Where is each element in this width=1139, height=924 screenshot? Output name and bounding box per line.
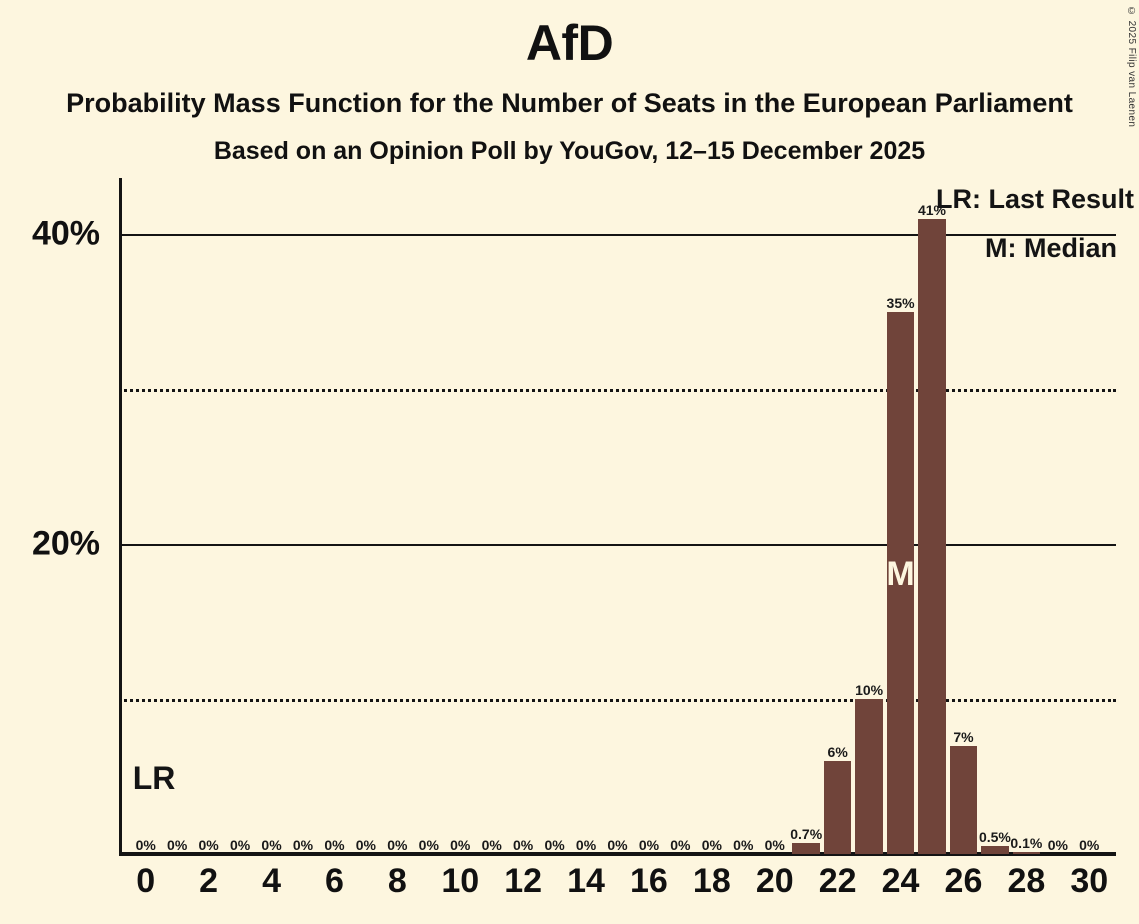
- bar-seat-24[interactable]: [886, 311, 915, 854]
- page-title: AfD: [525, 15, 614, 71]
- x-axis-line: [119, 852, 1116, 856]
- x-tick-label-0: 0: [136, 862, 156, 900]
- y-tick-label-20: 20%: [31, 524, 100, 563]
- bar-value-label-seat-20: 0%: [764, 837, 785, 853]
- bar-value-label-seat-5: 0%: [292, 837, 314, 853]
- x-tick-label-18: 18: [692, 862, 731, 900]
- x-tick-label-10: 10: [441, 862, 480, 900]
- legend-median: M: Median: [985, 233, 1117, 263]
- bar-value-label-seat-16: 0%: [638, 837, 660, 853]
- bar-value-label-seat-10: 0%: [450, 837, 471, 853]
- bar-value-label-seat-7: 0%: [355, 837, 377, 853]
- bar-value-label-seat-17: 0%: [670, 837, 691, 853]
- bar-value-label-seat-27: 0.5%: [978, 829, 1011, 846]
- bar-seat-22[interactable]: [823, 761, 852, 854]
- median-marker: M: [886, 554, 915, 593]
- x-tick-label-22: 22: [818, 862, 857, 900]
- y-axis-line: [119, 178, 122, 856]
- bar-value-label-seat-25: 41%: [917, 201, 947, 218]
- bar-value-label-seat-21: 0.7%: [790, 826, 823, 843]
- bar-value-label-seat-19: 0%: [733, 837, 754, 853]
- x-tick-label-20: 20: [755, 862, 794, 900]
- title-block: AfD Probability Mass Function for the Nu…: [0, 0, 1139, 164]
- bar-value-label-seat-14: 0%: [575, 837, 597, 853]
- bar-value-label-seat-26: 7%: [953, 728, 974, 745]
- x-tick-label-4: 4: [262, 862, 281, 900]
- x-axis-labels: 0 2 4 6 8 10 12 14 16 18 20 22 24 26 28 30: [119, 864, 1116, 914]
- x-tick-label-28: 28: [1007, 862, 1046, 900]
- last-result-marker: LR: [132, 760, 176, 796]
- x-tick-label-16: 16: [630, 862, 668, 900]
- x-tick-label-6: 6: [324, 862, 344, 900]
- x-tick-label-12: 12: [504, 862, 543, 900]
- bar-seat-26[interactable]: [949, 745, 978, 854]
- bar-value-label-seat-30: 0%: [1079, 837, 1100, 853]
- bar-seat-25[interactable]: [918, 218, 946, 854]
- bar-value-label-seat-13: 0%: [544, 837, 565, 853]
- bar-seat-27[interactable]: [981, 846, 1009, 854]
- bar-value-label-seat-0: 0%: [135, 837, 156, 853]
- plot-area: 0% 0% 0% 0% 0% 0% 0% 0% 0% 0% 0% 0% 0% 0% 0% 0% 0% 0% 0% 0%…: [119, 178, 1116, 856]
- bar-value-label-seat-6: 0%: [324, 837, 345, 853]
- x-tick-label-2: 2: [199, 862, 219, 900]
- bar-value-label-seat-15: 0%: [607, 837, 628, 853]
- x-tick-label-8: 8: [387, 862, 407, 900]
- bar-value-label-seat-3: 0%: [229, 837, 251, 853]
- y-axis-labels: 40% 20%: [0, 178, 108, 856]
- gridline-30: [119, 389, 1116, 393]
- bar-seat-23[interactable]: [855, 699, 883, 854]
- y-tick-label-40: 40%: [31, 214, 100, 253]
- bar-seat-28[interactable]: [1012, 852, 1041, 854]
- chart-source-note: Based on an Opinion Poll by YouGov, 12–1…: [213, 137, 926, 165]
- bar-value-label-seat-2: 0%: [198, 837, 219, 853]
- bar-value-label-seat-11: 0%: [481, 837, 502, 853]
- bar-value-label-seat-23: 10%: [855, 682, 884, 699]
- bar-value-label-seat-29: 0%: [1047, 837, 1068, 853]
- x-tick-label-26: 26: [944, 862, 983, 900]
- bar-value-label-seat-1: 0%: [167, 837, 188, 853]
- x-tick-label-14: 14: [567, 862, 605, 900]
- bar-value-label-seat-18: 0%: [701, 837, 722, 853]
- chart-subtitle: Probability Mass Function for the Number…: [66, 88, 1073, 118]
- copyright-notice: © 2025 Filip van Laenen: [1126, 6, 1137, 128]
- bar-seat-21[interactable]: [792, 843, 821, 854]
- bar-value-label-seat-4: 0%: [261, 837, 282, 853]
- gridline-10: [119, 699, 1116, 703]
- gridline-40: [119, 234, 1116, 237]
- bar-value-label-seat-9: 0%: [418, 837, 439, 853]
- bar-value-label-seat-28: 0.1%: [1010, 835, 1043, 851]
- bar-value-label-seat-12: 0%: [513, 837, 534, 853]
- bar-value-label-seat-8: 0%: [387, 837, 408, 853]
- bar-value-label-seat-22: 6%: [827, 744, 848, 761]
- x-tick-label-24: 24: [881, 862, 920, 900]
- x-tick-label-30: 30: [1070, 862, 1109, 900]
- gridline-20: [119, 544, 1116, 547]
- legend-last-result: LR: Last Result: [936, 184, 1135, 214]
- bar-value-label-seat-24: 35%: [886, 294, 915, 311]
